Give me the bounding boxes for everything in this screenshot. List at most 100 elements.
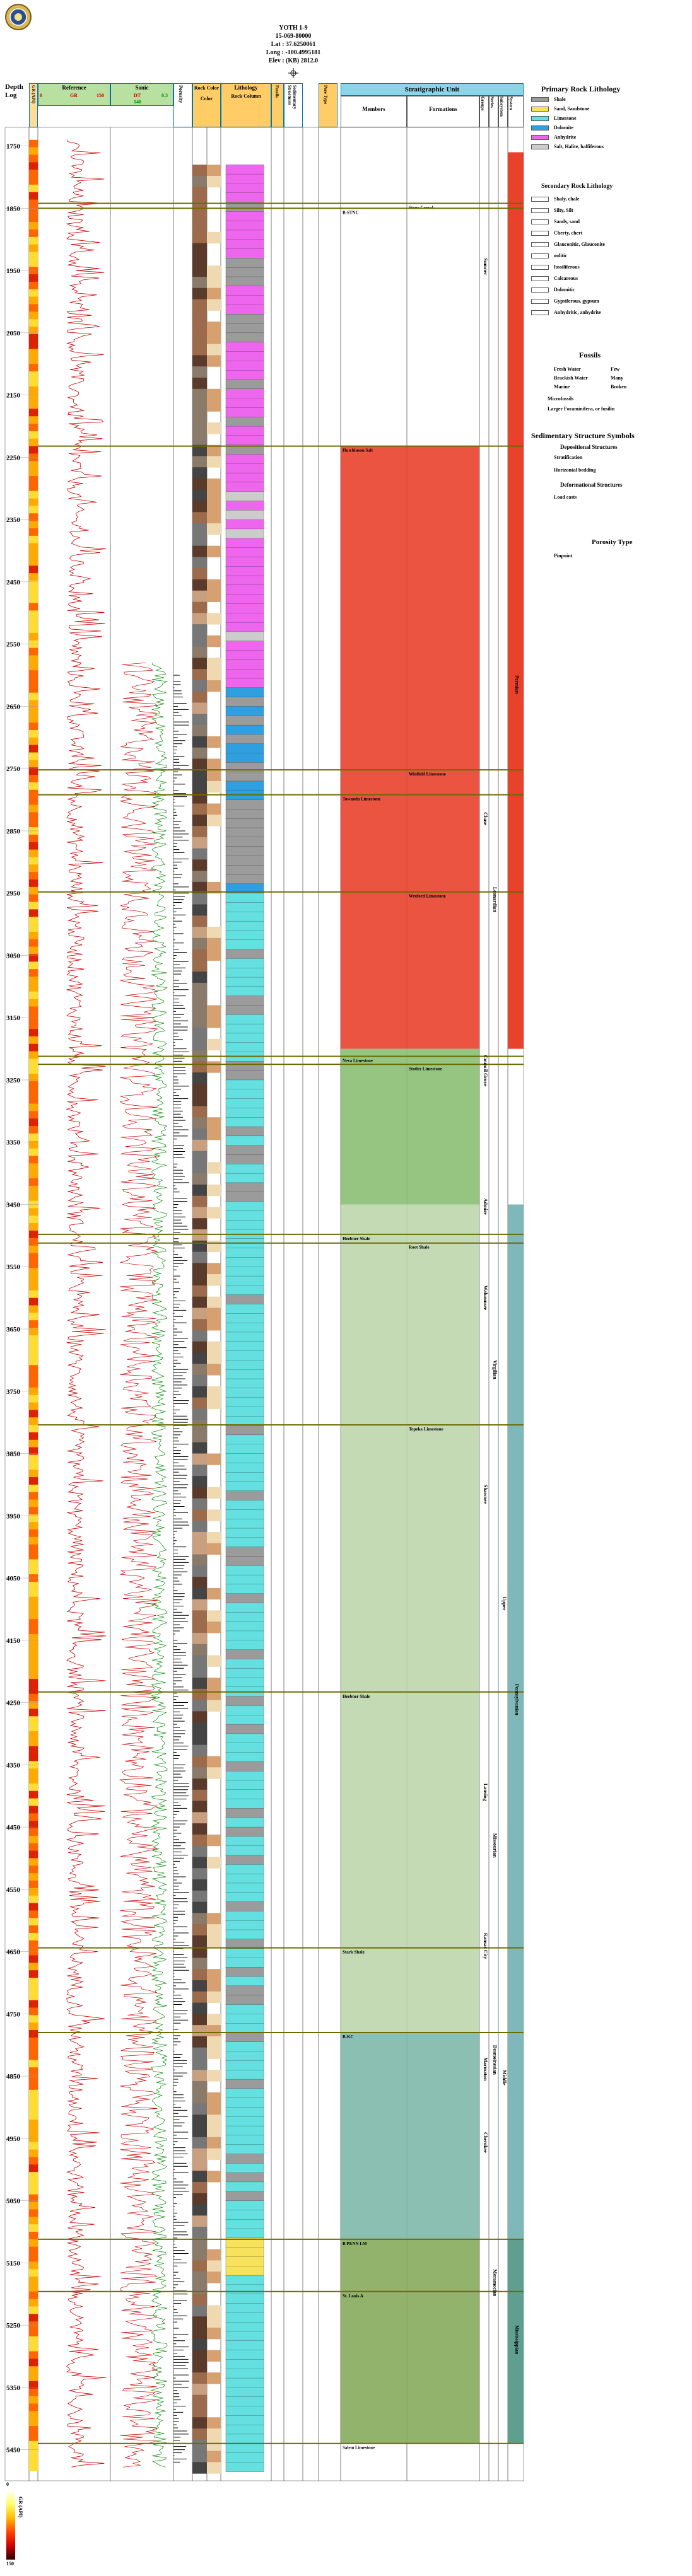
- legend-item: Dolomite: [554, 125, 574, 131]
- strat-series-label: Virgilian: [492, 1360, 498, 1379]
- lithology-cell: [225, 1640, 264, 1651]
- rock-color-secondary-cell: [207, 1184, 221, 1197]
- lithology-cell: [225, 1145, 264, 1156]
- lithology-cell: [225, 1481, 264, 1492]
- rock-color-cell: [192, 433, 207, 446]
- gr-color-cell: [29, 1372, 38, 1381]
- rock-color-secondary-cell: [207, 2328, 221, 2340]
- legend-swatch: [531, 299, 549, 304]
- strat-groups-label: Wabaunsee: [483, 1285, 488, 1311]
- rock-color-cell: [192, 1599, 207, 1611]
- gr-color-cell: [29, 2411, 38, 2419]
- lithology-cell: [225, 1509, 264, 1519]
- rock-color-cell: [192, 299, 207, 311]
- gr-color-cell: [29, 1006, 38, 1014]
- gr-color-cell: [29, 737, 38, 746]
- lithology-cell: [225, 2312, 264, 2323]
- lithology-cell: [225, 1808, 264, 1818]
- rock-color-secondary-cell: [207, 2103, 221, 2115]
- rock-color-secondary-cell: [207, 2036, 221, 2048]
- rock-color-secondary-cell: [207, 2070, 221, 2082]
- gr-color-cell: [29, 1230, 38, 1239]
- lithology-cell: [225, 1023, 264, 1034]
- rock-color-cell: [192, 680, 207, 692]
- lithology-cell: [225, 1061, 264, 1071]
- lithology-cell: [225, 706, 264, 716]
- well-api: 15-069-80000: [275, 33, 312, 40]
- rock-color-secondary-cell: [207, 299, 221, 311]
- rock-color-cell: [192, 1285, 207, 1297]
- legend-item: Calcareous: [554, 276, 578, 281]
- gr-color-cell: [29, 184, 38, 193]
- lithology-cell: [225, 1108, 264, 1118]
- gr-color-cell: [29, 1790, 38, 1799]
- strat-subsystem-label: Upper: [501, 1597, 507, 1611]
- sonic-scale-sub: 140: [134, 99, 141, 105]
- rock-color-secondary-cell: [207, 2249, 221, 2261]
- legend-item: Gypsiferous, gypsum: [554, 298, 599, 304]
- rock-color-secondary-cell: [207, 1857, 221, 1869]
- rock-color-secondary-cell: [207, 2350, 221, 2362]
- rock-color-cell: [192, 2338, 207, 2351]
- rock-color-secondary-cell: [207, 1005, 221, 1017]
- formations-header: Formations: [407, 96, 479, 127]
- gr-color-cell: [29, 139, 38, 148]
- legend-primary-title: Primary Rock Lithology: [541, 84, 621, 93]
- depth-label: 3950: [6, 1512, 21, 1520]
- rock-color-cell: [192, 2439, 207, 2452]
- rock-color-label: Rock Color: [194, 85, 220, 91]
- gr-color-cell: [29, 1821, 38, 1829]
- depth-label: 2050: [6, 330, 21, 337]
- rock-color-cell: [192, 691, 207, 704]
- gr-color-cell: [29, 1245, 38, 1254]
- gr-color-cell: [29, 1410, 38, 1418]
- gr-color-cell: [29, 1806, 38, 1814]
- gr-color-cell: [29, 1507, 38, 1515]
- gr-color-cell: [29, 1798, 38, 1806]
- rock-color-cell: [192, 2361, 207, 2373]
- gr-color-cell: [29, 506, 38, 514]
- rock-color-secondary-cell: [207, 2126, 221, 2138]
- lithology-cell: [225, 407, 264, 417]
- gr-color-cell: [29, 1828, 38, 1836]
- lithology-cell: [225, 1818, 264, 1828]
- series-label: Series: [490, 96, 495, 108]
- rock-color-cell: [192, 2137, 207, 2149]
- gr-color-cell: [29, 640, 38, 649]
- rock-color-cell: [192, 1330, 207, 1342]
- gr-color-cell: [29, 1357, 38, 1366]
- rock-color-cell: [192, 1420, 207, 1432]
- gr-color-cell: [29, 1970, 38, 1978]
- rock-color-secondary-cell: [207, 489, 221, 502]
- gr-color-cell: [29, 274, 38, 282]
- gr-color-cell: [29, 789, 38, 798]
- rock-color-secondary-cell: [207, 579, 221, 591]
- lithology-cell: [225, 248, 264, 259]
- lithology-cell: [225, 2247, 264, 2258]
- track-frame: [283, 127, 303, 2481]
- rock-color-cell: [192, 231, 207, 244]
- track-frame: [4, 127, 30, 2481]
- reference-label: Reference: [62, 84, 86, 91]
- lithology-cell: [225, 724, 264, 735]
- legend-item: Dolomitic: [554, 287, 575, 293]
- color-label: Color: [200, 96, 213, 102]
- rock-color-secondary-cell: [207, 669, 221, 681]
- gr-color-cell: [29, 707, 38, 716]
- rock-color-cell: [192, 1341, 207, 1354]
- rock-color-secondary-cell: [207, 815, 221, 827]
- lithology-cell: [225, 2443, 264, 2454]
- gr-color-cell: [29, 999, 38, 1007]
- gr-color-cell: [29, 2269, 38, 2277]
- rock-color-cell: [192, 332, 207, 345]
- rock-color-secondary-cell: [207, 590, 221, 603]
- rock-color-cell: [192, 1610, 207, 1622]
- gr-color-cell: [29, 991, 38, 1000]
- lithology-cell: [225, 192, 264, 203]
- rock-color-secondary-cell: [207, 355, 221, 367]
- gr-color-cell: [29, 2306, 38, 2314]
- gr-color-cell: [29, 1133, 38, 1142]
- depth-label: 5250: [6, 2322, 21, 2329]
- formation-top-label: Stotler Limestone: [409, 1066, 442, 1071]
- lithology-cell: [225, 1332, 264, 1342]
